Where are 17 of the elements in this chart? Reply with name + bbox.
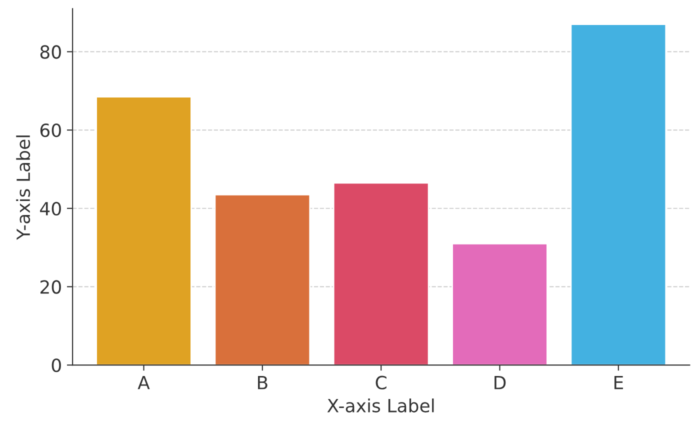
y-tick-label: 80	[40, 45, 61, 59]
y-tick-label: 40	[40, 202, 61, 216]
bar	[214, 194, 311, 366]
bar	[452, 242, 548, 366]
y-axis-title: Y-axis Label	[16, 136, 30, 240]
x-tick-label: C	[376, 376, 386, 390]
x-axis-title: X-axis Label	[327, 398, 434, 412]
x-tick-label: E	[614, 376, 623, 390]
x-tick-label: B	[258, 376, 268, 390]
bar	[332, 182, 430, 366]
y-tick-label: 60	[40, 124, 61, 138]
x-tick-label: D	[494, 376, 506, 390]
x-tick-label: A	[138, 376, 150, 390]
y-tick-label: 0	[52, 358, 61, 372]
bar	[570, 24, 667, 366]
y-tick-label: 20	[40, 280, 61, 294]
bar	[96, 96, 192, 366]
